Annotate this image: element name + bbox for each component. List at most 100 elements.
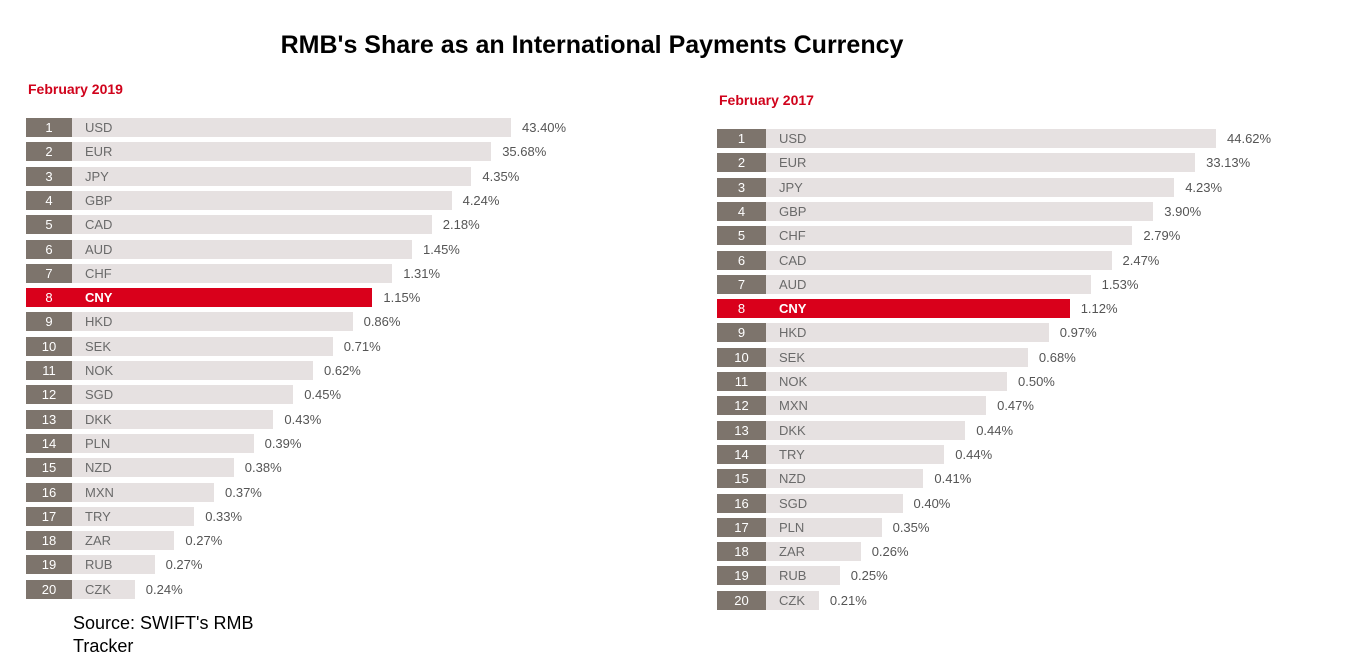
bar bbox=[766, 566, 840, 586]
bar bbox=[72, 288, 373, 308]
currency-label: USD bbox=[85, 120, 113, 135]
bar-row-usd: 1 USD 44.62% bbox=[717, 129, 1296, 148]
bar-row-cny: 8 CNY 1.12% bbox=[717, 299, 1150, 319]
bar bbox=[766, 129, 1216, 148]
bar bbox=[72, 433, 254, 453]
rank-label: 15 bbox=[26, 458, 72, 478]
value-label: 0.97% bbox=[1059, 325, 1097, 341]
rank-label: 17 bbox=[717, 517, 766, 537]
bar-row-zar: 18 ZAR 0.27% bbox=[26, 531, 254, 551]
bar-row-nok: 11 NOK 0.62% bbox=[26, 361, 393, 380]
rank-label: 9 bbox=[26, 312, 72, 332]
rank-label: 5 bbox=[717, 226, 766, 246]
bar bbox=[72, 482, 214, 502]
bar bbox=[72, 506, 195, 526]
bar bbox=[766, 590, 819, 610]
bar-row-rub: 19 RUB 0.25% bbox=[717, 566, 920, 586]
currency-label: NZD bbox=[85, 460, 112, 476]
bar-row-mxn: 16 MXN 0.37% bbox=[26, 482, 294, 502]
bar-row-gbp: 4 GBP 3.90% bbox=[717, 201, 1233, 221]
bar bbox=[72, 239, 412, 259]
bar bbox=[766, 347, 1028, 367]
value-label: 1.31% bbox=[403, 265, 441, 281]
value-label: 0.24% bbox=[145, 581, 183, 597]
bar-row-czk: 20 CZK 0.21% bbox=[717, 590, 899, 610]
bar bbox=[72, 385, 294, 405]
rank-label: 3 bbox=[26, 166, 72, 186]
currency-label: SEK bbox=[85, 338, 112, 354]
bar bbox=[766, 493, 903, 513]
bar-row-dkk: 13 DKK 0.44% bbox=[717, 420, 1045, 440]
bar bbox=[72, 118, 511, 137]
currency-label: CZK bbox=[85, 581, 111, 597]
bar-row-mxn: 12 MXN 0.47% bbox=[717, 396, 1066, 416]
value-label: 0.41% bbox=[934, 471, 972, 487]
chart-title: RMB's Share as an International Payments… bbox=[280, 31, 904, 59]
currency-label: NOK bbox=[85, 363, 114, 378]
rank-label: 17 bbox=[26, 506, 72, 526]
rank-label: 18 bbox=[26, 531, 72, 551]
rank-label: 6 bbox=[26, 239, 72, 259]
bar-row-usd: 1 USD 43.40% bbox=[26, 118, 591, 137]
bar-row-rub: 19 RUB 0.27% bbox=[26, 555, 235, 575]
bar-row-dkk: 13 DKK 0.43% bbox=[26, 409, 353, 429]
value-label: 1.12% bbox=[1080, 301, 1118, 317]
value-label: 0.27% bbox=[165, 557, 203, 573]
bar bbox=[72, 263, 393, 283]
bar-row-chf: 5 CHF 2.79% bbox=[717, 226, 1212, 246]
currency-label: CNY bbox=[85, 290, 113, 306]
rank-label: 2 bbox=[717, 153, 766, 173]
bar-row-nzd: 15 NZD 0.38% bbox=[26, 458, 314, 478]
value-label: 4.23% bbox=[1185, 179, 1223, 195]
bar-row-nzd: 15 NZD 0.41% bbox=[717, 469, 1003, 489]
currency-label: AUD bbox=[85, 241, 113, 257]
bar-row-jpy: 3 JPY 4.35% bbox=[26, 166, 551, 186]
rank-label: 11 bbox=[717, 372, 766, 391]
value-label: 0.25% bbox=[850, 568, 888, 584]
bar-row-cny: 8 CNY 1.15% bbox=[26, 288, 452, 308]
bar bbox=[766, 201, 1154, 221]
rank-label: 11 bbox=[26, 361, 72, 380]
currency-label: RUB bbox=[779, 568, 807, 584]
value-label: 33.13% bbox=[1206, 155, 1251, 171]
rank-label: 1 bbox=[26, 118, 72, 137]
rank-label: 16 bbox=[26, 482, 72, 502]
bar bbox=[72, 579, 135, 599]
rank-label: 14 bbox=[717, 444, 766, 464]
currency-label: CAD bbox=[779, 252, 807, 268]
bar-row-try: 14 TRY 0.44% bbox=[717, 444, 1024, 464]
bar bbox=[766, 469, 924, 489]
bar bbox=[72, 458, 234, 478]
bar bbox=[72, 215, 432, 235]
value-label: 0.50% bbox=[1018, 374, 1055, 389]
currency-label: ZAR bbox=[779, 544, 805, 560]
rank-label: 3 bbox=[717, 177, 766, 197]
currency-label: TRY bbox=[85, 508, 111, 524]
value-label: 0.71% bbox=[343, 338, 381, 354]
bar-row-hkd: 9 HKD 0.86% bbox=[26, 312, 433, 332]
currency-label: CAD bbox=[85, 217, 113, 233]
rank-label: 13 bbox=[26, 409, 72, 429]
currency-label: GBP bbox=[779, 203, 807, 219]
bar-row-czk: 20 CZK 0.24% bbox=[26, 579, 215, 599]
bar-row-sek: 10 SEK 0.71% bbox=[26, 336, 413, 356]
value-label: 4.35% bbox=[482, 168, 520, 184]
currency-label: NOK bbox=[779, 374, 808, 389]
value-label: 2.47% bbox=[1122, 252, 1160, 268]
rank-label: 4 bbox=[26, 190, 72, 210]
currency-label: CNY bbox=[779, 301, 807, 317]
bar bbox=[766, 396, 987, 416]
bar bbox=[766, 323, 1049, 343]
currency-label: SGD bbox=[85, 387, 114, 403]
value-label: 3.90% bbox=[1164, 203, 1202, 219]
rank-label: 18 bbox=[717, 542, 766, 562]
rank-label: 12 bbox=[26, 385, 72, 405]
bar-row-sgd: 16 SGD 0.40% bbox=[717, 493, 983, 513]
bar bbox=[72, 142, 492, 162]
value-label: 1.45% bbox=[423, 241, 460, 257]
bar bbox=[72, 531, 175, 551]
value-label: 0.47% bbox=[997, 398, 1034, 414]
rank-label: 19 bbox=[717, 566, 766, 586]
bar-row-eur: 2 EUR 35.68% bbox=[26, 142, 571, 162]
